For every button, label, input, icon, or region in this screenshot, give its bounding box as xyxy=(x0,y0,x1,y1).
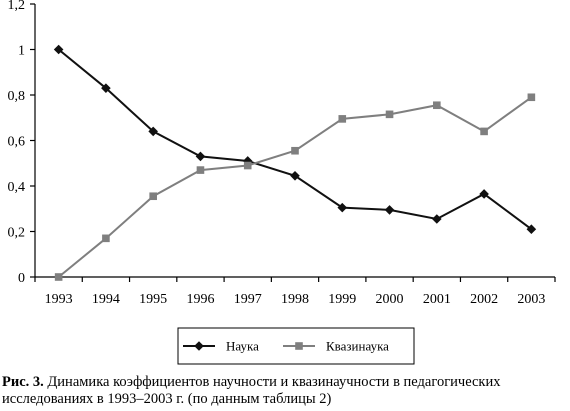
data-point xyxy=(54,273,63,281)
chart-axes xyxy=(34,4,555,278)
x-tick-label: 1996 xyxy=(186,292,214,307)
legend-entry-1: Наука xyxy=(183,339,259,354)
y-tick-label: 1 xyxy=(18,44,25,59)
data-point xyxy=(527,93,536,102)
x-tick-label: 1994 xyxy=(92,292,120,307)
data-point xyxy=(243,161,252,170)
series-line xyxy=(58,96,532,278)
x-tick-label: 2000 xyxy=(376,292,404,307)
series-line xyxy=(58,48,532,231)
figure-label: Рис. 3. xyxy=(2,374,44,390)
series-2 xyxy=(54,93,536,281)
data-point xyxy=(291,146,299,155)
line-chart: 00,20,40,60,811,2 1993 1994 1995 1996 1997 19… xyxy=(8,0,556,365)
y-tick-label: 0 xyxy=(18,271,25,286)
data-point xyxy=(433,101,441,110)
x-tick-label: 1993 xyxy=(45,292,73,307)
data-point xyxy=(53,44,64,55)
x-tick-label: 1999 xyxy=(328,292,356,307)
x-tick-label: 2001 xyxy=(423,292,451,307)
data-point xyxy=(432,214,442,224)
series-layer xyxy=(53,44,537,281)
y-tick-label: 0,8 xyxy=(8,89,26,104)
data-point xyxy=(101,83,111,93)
data-point xyxy=(338,115,347,123)
x-axis-ticks: 1993 1994 1995 1996 1997 1998 1999 2000 2001 2002… xyxy=(34,277,556,307)
data-point xyxy=(196,166,205,174)
data-point xyxy=(148,126,158,137)
legend-swatch-marker xyxy=(194,341,204,351)
x-tick-label: 1997 xyxy=(234,292,262,307)
figure-caption: Рис. 3. Динамика коэффициентов научности… xyxy=(2,374,568,408)
data-point xyxy=(384,205,395,215)
data-point xyxy=(195,151,206,162)
data-point xyxy=(480,127,488,136)
legend-label: Наука xyxy=(226,339,259,354)
data-point xyxy=(479,189,489,199)
legend-label: Квазинаука xyxy=(326,339,389,354)
data-point xyxy=(290,170,300,181)
data-point xyxy=(385,110,394,119)
y-axis-ticks: 0 0,2 0,4 0,6 0,8 1 1,2 xyxy=(8,0,35,286)
y-tick-label: 1,2 xyxy=(8,0,26,13)
legend: Наука Квазинаука xyxy=(177,327,415,365)
y-tick-label: 0,6 xyxy=(8,135,26,150)
data-point xyxy=(149,192,157,201)
legend-entry-2: Квазинаука xyxy=(283,339,389,354)
y-tick-label: 0,2 xyxy=(8,226,26,241)
x-tick-label: 2003 xyxy=(517,292,545,307)
x-tick-label: 1995 xyxy=(139,292,167,307)
data-point xyxy=(102,234,110,243)
figure-caption-text: Динамика коэффициентов научности и квази… xyxy=(2,374,501,407)
data-point xyxy=(526,224,537,235)
y-tick-label: 0,4 xyxy=(8,180,26,195)
data-point xyxy=(337,202,348,213)
x-tick-label: 1998 xyxy=(281,292,309,307)
series-1 xyxy=(53,44,537,235)
x-tick-label: 2002 xyxy=(470,292,498,307)
legend-swatch-marker xyxy=(295,342,303,350)
